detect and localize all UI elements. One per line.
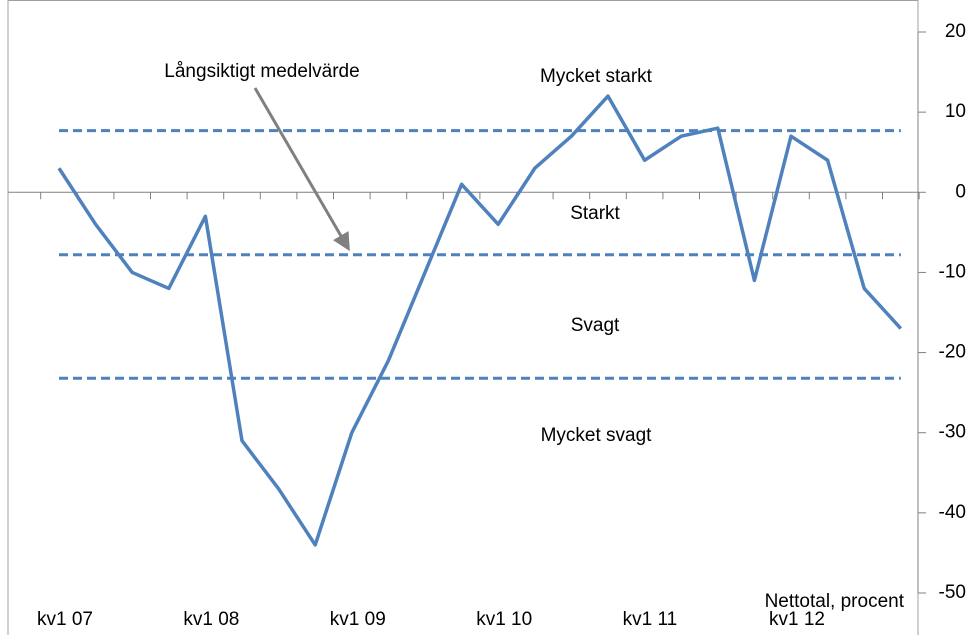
y-tick-label: -20 [939, 342, 966, 363]
annotation: Starkt [570, 203, 620, 224]
x-tick-label: kv1 09 [330, 609, 386, 630]
annotation: Svagt [571, 315, 620, 336]
annotation-arrow [253, 87, 350, 252]
x-tick-label: kv1 07 [37, 609, 93, 630]
annotation: Långsiktigt medelvärde [164, 61, 359, 82]
y-tick-label: -40 [939, 502, 966, 523]
y-axis-label: Nettotal, procent [765, 591, 905, 612]
annotation: Mycket svagt [541, 425, 653, 446]
series-line [57, 94, 903, 547]
x-tick-label: kv1 08 [183, 609, 239, 630]
y-tick-label: 20 [945, 21, 966, 42]
y-tick-label: 0 [955, 181, 966, 202]
y-tick-label: -50 [939, 582, 966, 603]
x-tick-label: kv1 12 [769, 609, 825, 630]
y-tick-label: -10 [939, 261, 966, 282]
y-tick-label: 10 [945, 101, 966, 122]
y-tick-label: -30 [939, 422, 966, 443]
x-tick-label: kv1 10 [476, 609, 532, 630]
annotation: Mycket starkt [540, 66, 653, 87]
plot-frame [7, 0, 919, 635]
x-tick-label: kv1 11 [623, 609, 678, 630]
